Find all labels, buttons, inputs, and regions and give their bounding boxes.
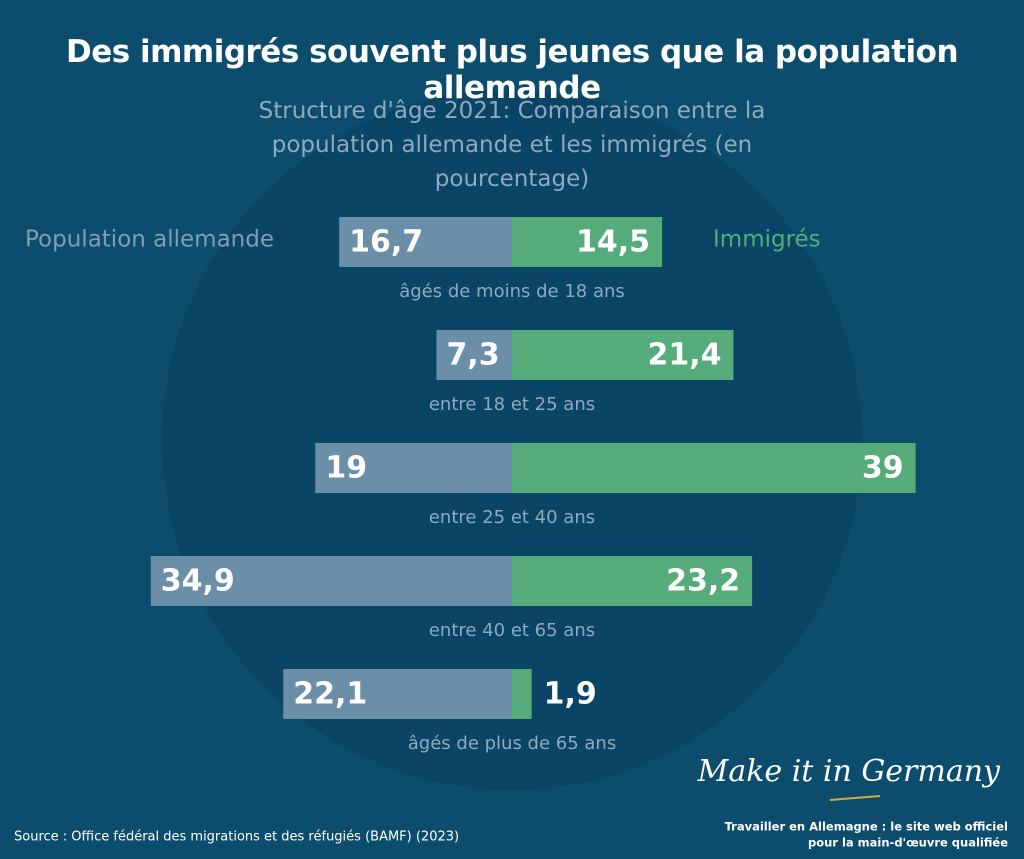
bar: [339, 217, 512, 267]
brand-stroke: [829, 795, 881, 801]
bar: [150, 556, 512, 606]
category-label: âgés de plus de 65 ans: [408, 733, 616, 754]
background-circle: [162, 90, 862, 790]
value-label: 22,1: [293, 677, 367, 712]
category-label: entre 18 et 25 ans: [429, 394, 595, 415]
legend-label: Population allemande: [25, 227, 274, 253]
chart-subtitle: Structure d'âge 2021: Comparaison entre …: [258, 98, 766, 192]
brand-tagline: Travailler en Allemagne : le site web of…: [725, 820, 1008, 834]
bar: [512, 330, 734, 380]
bar: [512, 669, 532, 719]
bar: [315, 443, 512, 493]
value-label: 7,3: [446, 338, 499, 373]
value-label: 39: [862, 451, 904, 486]
category-label: âgés de moins de 18 ans: [399, 281, 625, 302]
source: Source : Office fédéral des migrations e…: [14, 830, 459, 845]
bar: [512, 217, 663, 267]
bar: [512, 443, 916, 493]
chart-title: Des immigrés souvent plus jeunes que la …: [65, 34, 959, 106]
bar: [283, 669, 512, 719]
category-label: entre 40 et 65 ans: [429, 620, 595, 641]
value-label: 14,5: [576, 225, 650, 260]
value-label: 21,4: [647, 338, 721, 373]
brand: Make it in Germany: [697, 754, 1001, 789]
category-label: entre 25 et 40 ans: [429, 507, 595, 528]
value-label: 34,9: [161, 564, 235, 599]
value-label: 16,7: [349, 225, 423, 260]
brand-tagline: pour la main-d'œuvre qualifiée: [808, 836, 1008, 850]
value-label: 19: [325, 451, 367, 486]
bar: [512, 556, 753, 606]
value-label: 1,9: [544, 677, 597, 712]
legend-label: Immigrés: [713, 227, 821, 253]
bar: [436, 330, 512, 380]
value-label: 23,2: [666, 564, 740, 599]
